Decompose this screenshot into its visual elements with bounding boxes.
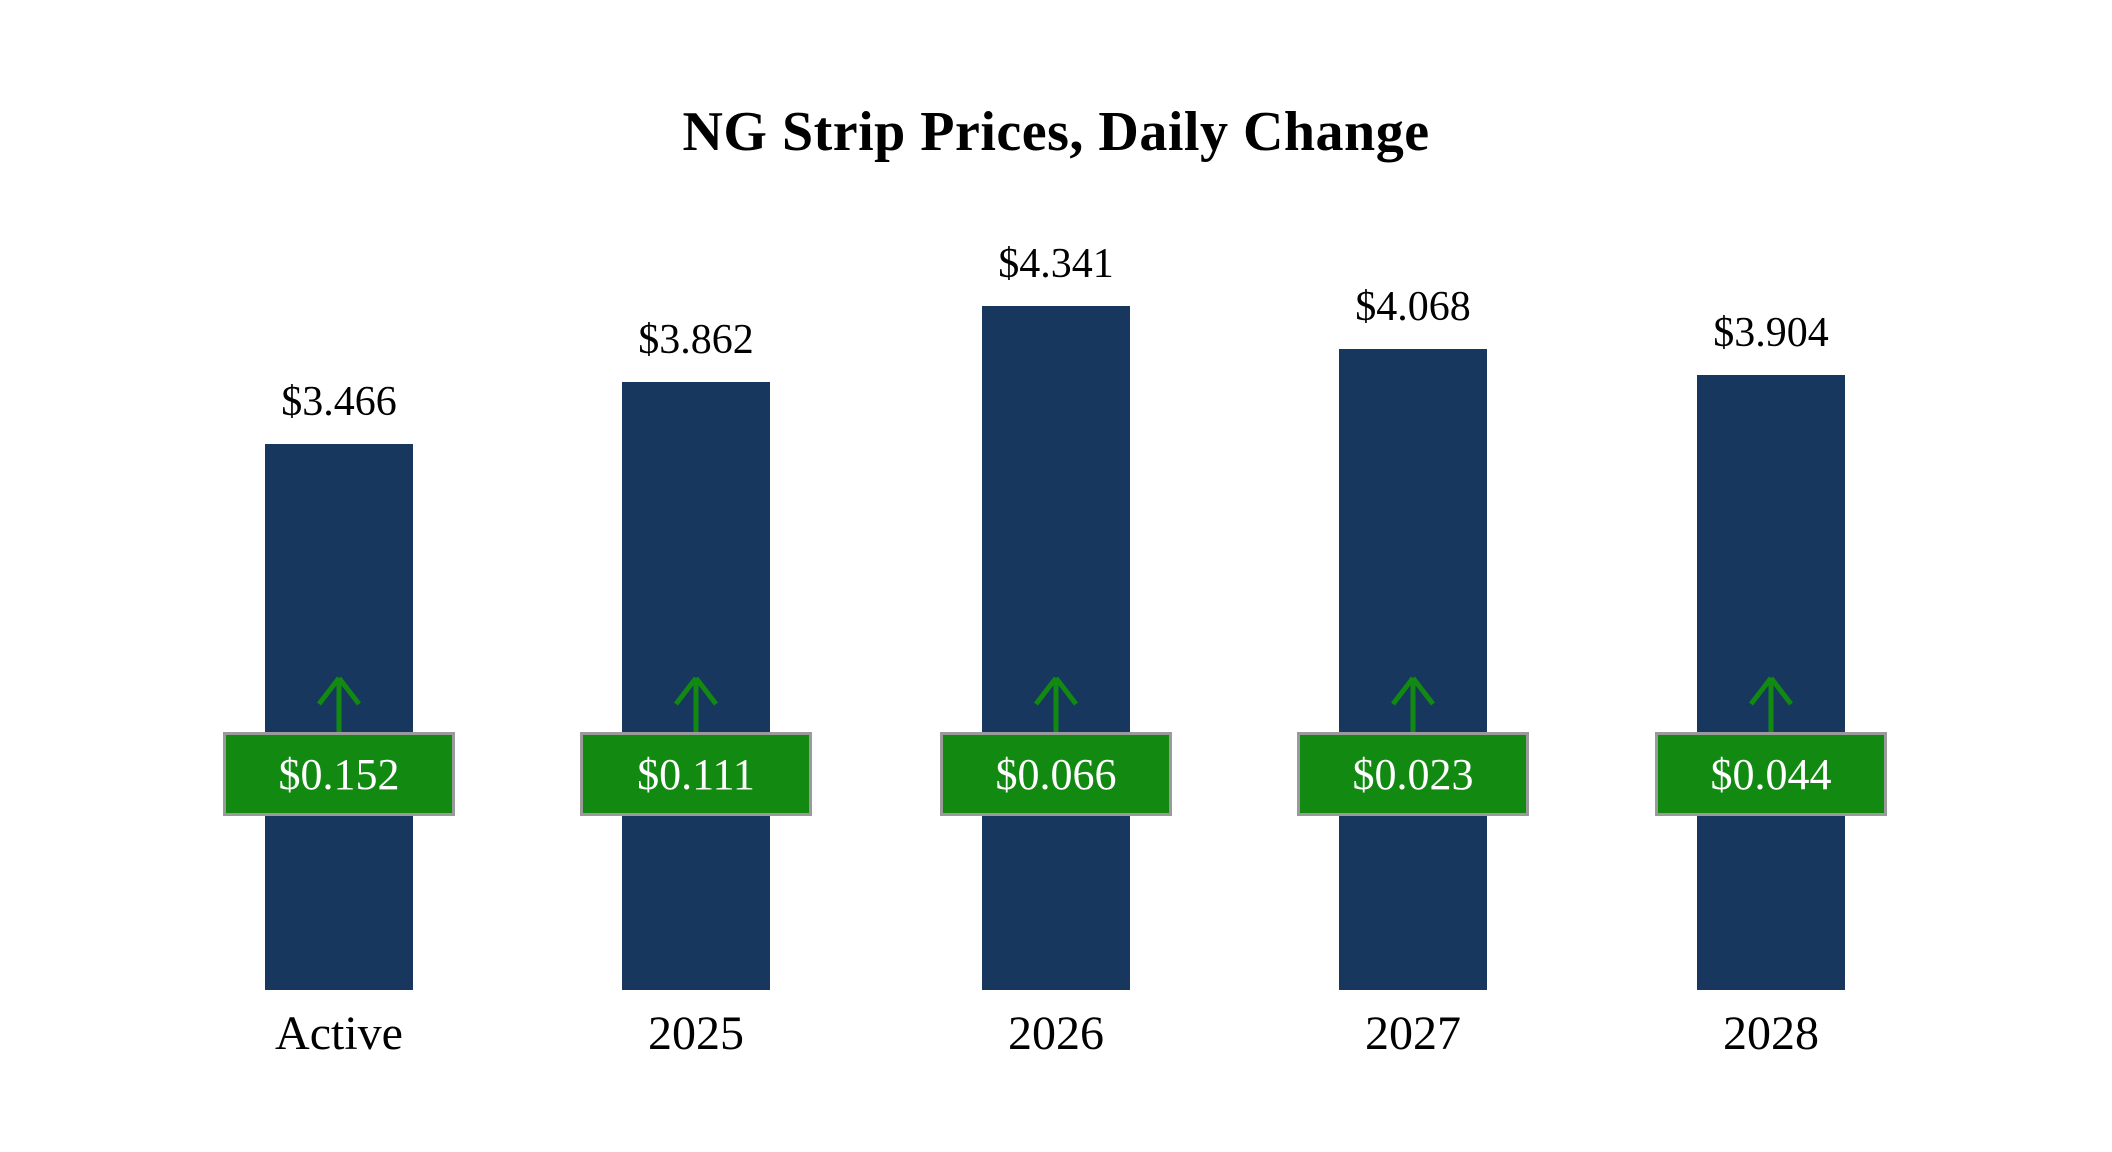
chart-title: NG Strip Prices, Daily Change (682, 101, 1430, 163)
category-label: Active (275, 1007, 403, 1060)
up-arrow-icon (1749, 676, 1793, 732)
change-badge: $0.023 (1297, 732, 1529, 816)
bar-value-label: $4.341 (998, 241, 1114, 287)
bar (982, 306, 1130, 990)
up-arrow-icon (1034, 676, 1078, 732)
change-badge: $0.152 (223, 732, 455, 816)
up-arrow-icon (1391, 676, 1435, 732)
change-badge: $0.066 (940, 732, 1172, 816)
up-arrow-icon (674, 676, 718, 732)
bar-value-label: $4.068 (1355, 284, 1471, 330)
bar (1339, 349, 1487, 990)
category-label: 2027 (1365, 1007, 1461, 1060)
change-badge: $0.111 (580, 732, 812, 816)
bar-value-label: $3.466 (281, 379, 397, 425)
bar-value-label: $3.904 (1713, 310, 1829, 356)
change-badge: $0.044 (1655, 732, 1887, 816)
up-arrow-icon (317, 676, 361, 732)
category-label: 2026 (1008, 1007, 1104, 1060)
category-label: 2025 (648, 1007, 744, 1060)
category-label: 2028 (1723, 1007, 1819, 1060)
bar-value-label: $3.862 (638, 317, 754, 363)
